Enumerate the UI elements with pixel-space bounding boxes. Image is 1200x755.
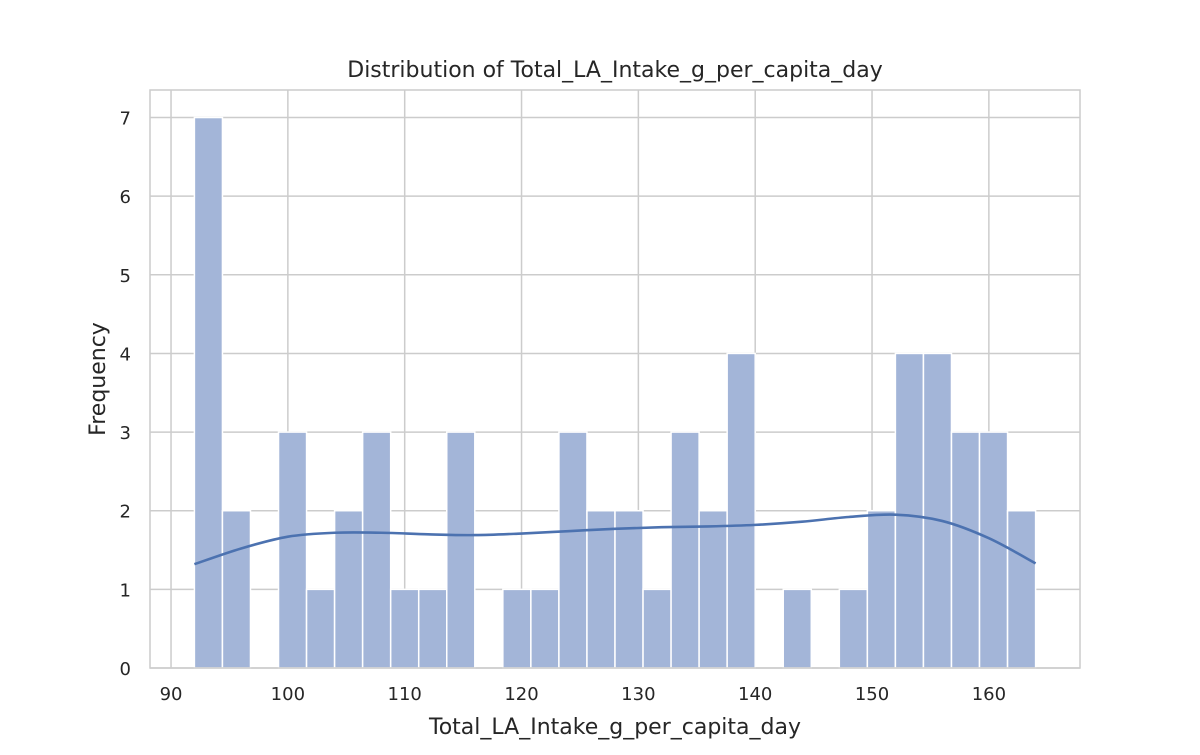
x-tick-label: 100 — [271, 684, 305, 705]
histogram-bar — [586, 509, 616, 669]
histogram-bar — [894, 352, 925, 669]
y-tick-label: 6 — [120, 187, 131, 208]
histogram-bar — [277, 431, 308, 669]
y-tick-label: 7 — [120, 109, 131, 130]
x-axis-label: Total_LA_Intake_g_per_capita_day — [428, 715, 801, 740]
histogram-bar — [978, 431, 1009, 669]
histogram-bar — [502, 588, 532, 669]
histogram-bar — [698, 509, 728, 669]
kde-curve — [193, 513, 1037, 566]
y-tick-label: 0 — [120, 659, 131, 680]
histogram-bar — [614, 509, 644, 669]
axes-frame — [149, 89, 1081, 669]
x-tick-label: 160 — [972, 684, 1006, 705]
x-axis-ticks: 90 100 110 120 130 140 150 160 — [160, 684, 1006, 705]
histogram-bar — [838, 588, 869, 669]
histogram-bar — [922, 352, 953, 669]
histogram-bar — [389, 588, 420, 669]
y-axis-ticks: 0 1 2 3 4 5 6 7 — [120, 109, 131, 680]
histogram-bars — [193, 116, 1037, 669]
x-tick-label: 150 — [855, 684, 889, 705]
y-tick-label: 5 — [120, 266, 131, 287]
y-tick-label: 4 — [120, 344, 131, 365]
histogram-bar — [782, 588, 813, 669]
chart-title: Distribution of Total_LA_Intake_g_per_ca… — [347, 58, 883, 83]
x-tick-label: 90 — [160, 684, 183, 705]
histogram-bar — [221, 509, 252, 669]
x-tick-label: 120 — [504, 684, 538, 705]
histogram-bar — [558, 431, 588, 669]
histogram-bar — [670, 431, 700, 669]
histogram-bar — [305, 588, 336, 669]
histogram-bar — [642, 588, 672, 669]
histogram-bar — [726, 352, 756, 669]
y-axis-label: Frequency — [86, 322, 111, 436]
histogram-bar — [417, 588, 448, 669]
histogram-bar — [530, 588, 560, 669]
histogram-bar — [446, 431, 476, 669]
histogram-bar — [193, 116, 224, 669]
x-tick-label: 140 — [738, 684, 772, 705]
x-tick-label: 110 — [388, 684, 422, 705]
x-tick-label: 130 — [621, 684, 655, 705]
histogram-bar — [950, 431, 981, 669]
y-tick-label: 2 — [120, 502, 131, 523]
y-tick-label: 3 — [120, 423, 131, 444]
histogram-bar — [361, 431, 392, 669]
histogram-bar — [333, 509, 364, 669]
y-tick-label: 1 — [120, 580, 131, 601]
histogram-bar — [866, 509, 897, 669]
histogram-bar — [1006, 509, 1037, 669]
